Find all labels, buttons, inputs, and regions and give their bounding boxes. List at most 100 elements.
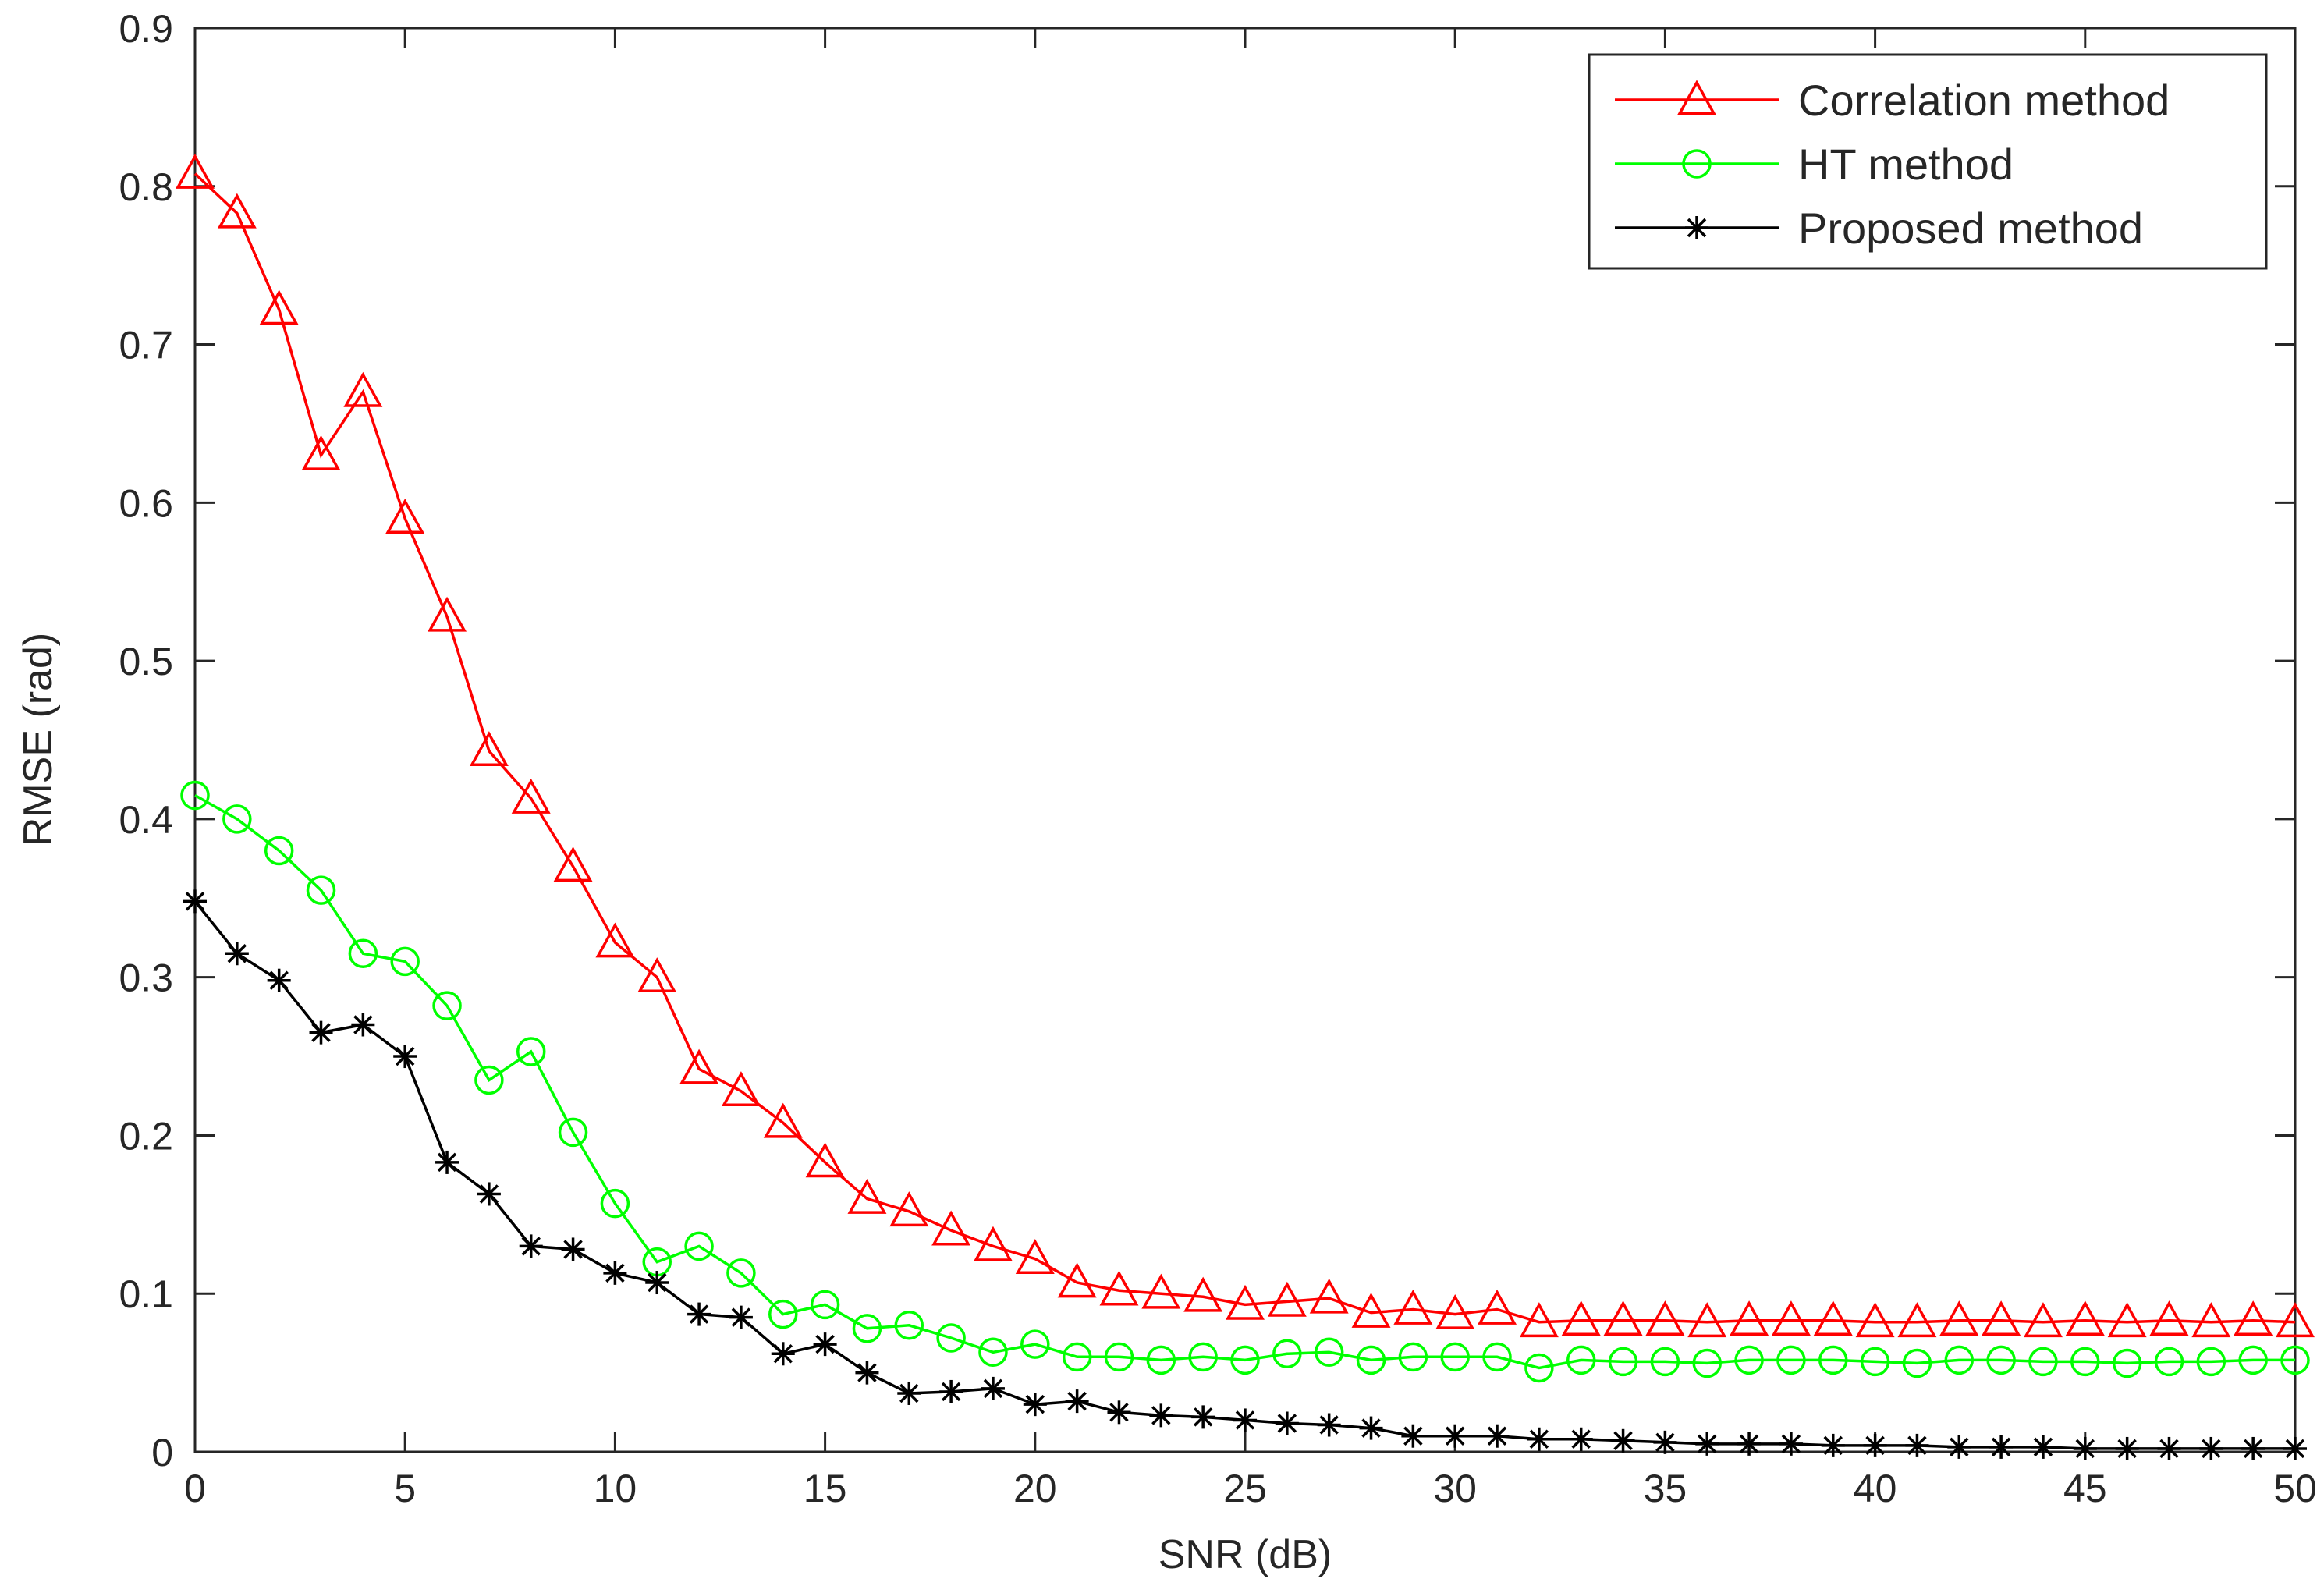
data-point-proposed-method: [939, 1379, 963, 1403]
data-point-proposed-method: [1989, 1435, 2014, 1459]
data-point-correlation-method: [931, 1210, 971, 1246]
data-point-ht-method: [474, 1065, 504, 1095]
data-point-ht-method: [264, 836, 294, 866]
data-point-ht-method: [600, 1188, 630, 1219]
y-tick-label: 0.9: [119, 7, 173, 51]
series-layer: [176, 153, 2315, 1460]
data-point-ht-method: [1020, 1329, 1050, 1359]
data-point-correlation-method: [1982, 1300, 2021, 1336]
data-point-correlation-method: [428, 596, 467, 632]
data-point-correlation-method: [1351, 1292, 1391, 1328]
data-point-correlation-method: [1226, 1284, 1265, 1320]
data-point-ht-method: [810, 1290, 840, 1320]
legend-marker-correlation-method: [1677, 80, 1716, 115]
data-point-ht-method: [1692, 1348, 1722, 1378]
marker-stroke: [2033, 1437, 2053, 1457]
data-point-ht-method: [1524, 1353, 1554, 1383]
marker-stroke: [689, 1304, 709, 1324]
data-point-ht-method: [1314, 1337, 1344, 1367]
data-point-correlation-method: [1561, 1300, 1601, 1336]
marker-stroke: [1067, 1391, 1087, 1411]
data-point-ht-method: [1440, 1342, 1470, 1372]
data-point-proposed-method: [855, 1361, 879, 1385]
marker-stroke: [1235, 1410, 1255, 1430]
series-correlation-method: [176, 153, 2315, 1338]
data-point-proposed-method: [1779, 1432, 1803, 1456]
y-axis-label: RMSE (rad): [16, 633, 61, 846]
data-point-ht-method: [2238, 1345, 2268, 1375]
data-point-correlation-method: [176, 153, 215, 189]
data-point-ht-method: [1104, 1342, 1134, 1372]
data-point-ht-method: [306, 875, 336, 905]
marker-stroke: [2243, 1439, 2263, 1459]
data-point-ht-method: [348, 938, 378, 968]
data-point-proposed-method: [1653, 1430, 1677, 1454]
marker-stroke: [815, 1334, 835, 1354]
series-line-correlation-method: [193, 172, 2296, 1324]
data-point-correlation-method: [1519, 1302, 1559, 1338]
data-point-ht-method: [1482, 1342, 1512, 1372]
data-point-proposed-method: [1863, 1433, 1887, 1457]
series-proposed-method: [183, 889, 2307, 1460]
data-point-proposed-method: [981, 1376, 1005, 1400]
data-point-proposed-method: [1107, 1400, 1131, 1425]
data-point-correlation-method: [1687, 1302, 1727, 1338]
data-point-proposed-method: [1485, 1424, 1510, 1448]
data-point-correlation-method: [217, 193, 257, 229]
data-point-proposed-method: [351, 1013, 375, 1037]
x-tick-label: 45: [2063, 1467, 2107, 1510]
x-tick-label: 15: [804, 1467, 847, 1510]
data-point-proposed-method: [1947, 1435, 1971, 1459]
marker-stroke: [983, 1378, 1003, 1399]
x-tick-label: 5: [394, 1467, 416, 1510]
data-point-correlation-method: [2065, 1300, 2105, 1336]
marker-stroke: [1025, 1394, 1045, 1414]
y-tick-label: 0.8: [119, 165, 173, 209]
marker-stroke: [521, 1237, 541, 1256]
data-point-correlation-method: [763, 1102, 803, 1138]
data-point-ht-method: [1650, 1347, 1680, 1377]
data-point-ht-method: [1734, 1345, 1764, 1375]
marker-stroke: [2285, 1439, 2305, 1459]
data-point-correlation-method: [2234, 1300, 2273, 1336]
data-point-correlation-method: [1099, 1270, 1139, 1306]
data-point-proposed-method: [1611, 1428, 1635, 1453]
data-point-ht-method: [1944, 1345, 1975, 1375]
marker-stroke: [731, 1307, 751, 1327]
data-point-proposed-method: [1149, 1403, 1173, 1428]
data-point-ht-method: [390, 946, 420, 977]
data-point-proposed-method: [2241, 1436, 2265, 1460]
data-point-ht-method: [978, 1337, 1008, 1367]
x-tick-label: 20: [1013, 1467, 1057, 1510]
data-point-correlation-method: [889, 1191, 929, 1227]
data-point-ht-method: [1272, 1339, 1302, 1369]
data-point-proposed-method: [183, 889, 207, 914]
x-tick-label: 10: [594, 1467, 637, 1510]
data-point-ht-method: [1608, 1347, 1638, 1377]
data-point-ht-method: [1398, 1342, 1428, 1372]
data-point-correlation-method: [1603, 1300, 1643, 1336]
marker-stroke: [479, 1184, 499, 1204]
marker-stroke: [857, 1363, 877, 1382]
x-tick-label: 0: [184, 1467, 206, 1510]
y-tick-label: 0.3: [119, 956, 173, 1000]
data-point-ht-method: [180, 780, 210, 811]
data-point-ht-method: [1818, 1345, 1848, 1375]
data-point-proposed-method: [2073, 1436, 2097, 1460]
data-point-ht-method: [936, 1323, 966, 1353]
series-ht-method: [180, 780, 2310, 1383]
data-point-proposed-method: [519, 1234, 543, 1258]
data-point-proposed-method: [1023, 1393, 1047, 1417]
data-point-ht-method: [1776, 1345, 1806, 1375]
data-point-proposed-method: [1737, 1432, 1762, 1456]
data-point-proposed-method: [435, 1150, 459, 1174]
data-point-ht-method: [1902, 1348, 1932, 1378]
y-tick-label: 0.5: [119, 640, 173, 683]
marker-stroke: [353, 1015, 373, 1034]
marker-stroke: [563, 1240, 583, 1259]
marker-stroke: [773, 1344, 793, 1364]
legend-entries: [1615, 80, 1779, 239]
data-point-correlation-method: [847, 1178, 887, 1214]
data-point-ht-method: [852, 1314, 882, 1343]
data-point-correlation-method: [1645, 1300, 1685, 1336]
